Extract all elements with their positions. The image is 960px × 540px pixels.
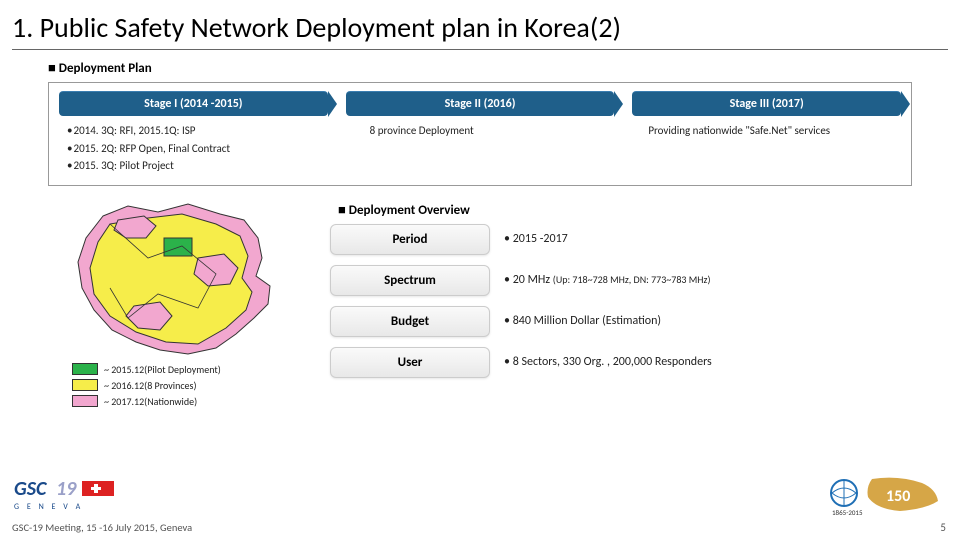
map-legend: ~ 2015.12(Pilot Deployment) ~ 2016.12(8 … xyxy=(48,358,318,408)
korea-map xyxy=(48,198,318,358)
itu-logo-svg: 1865-2015 150 xyxy=(826,475,946,517)
gsc-sub: G E N E V A xyxy=(14,502,83,511)
deployment-plan-label: ■ Deployment Plan xyxy=(0,58,960,82)
stage-2-header: Stage II (2016) xyxy=(346,91,615,116)
stage-1-header: Stage I (2014 -2015) xyxy=(59,91,328,116)
legend-row-nation: ~ 2017.12(Nationwide) xyxy=(72,395,318,408)
overview-key: Budget xyxy=(330,306,490,337)
stage-1-bullet: • 2015. 3Q: Pilot Project xyxy=(63,157,324,175)
stage-1-body: • 2014. 3Q: RFI, 2015.1Q: ISP • 2015. 2Q… xyxy=(59,116,328,175)
stage-3-header: Stage III (2017) xyxy=(632,91,901,116)
overview-key: Spectrum xyxy=(330,265,490,296)
overview-val: • 20 MHz (Up: 718~728 MHz, DN: 773~783 M… xyxy=(504,273,711,287)
itu-years: 1865-2015 xyxy=(832,508,863,517)
legend-row-prov: ~ 2016.12(8 Provinces) xyxy=(72,379,318,392)
stage-3: Stage III (2017) Providing nationwide "S… xyxy=(632,91,901,175)
stage-2: Stage II (2016) 8 province Deployment xyxy=(346,91,615,175)
page-number: 5 xyxy=(940,521,946,534)
footer-text: GSC-19 Meeting, 15 -16 July 2015, Geneva xyxy=(12,521,192,534)
legend-label: ~ 2017.12(Nationwide) xyxy=(104,395,197,408)
legend-swatch xyxy=(72,379,98,391)
overview-key: Period xyxy=(330,224,490,255)
legend-swatch xyxy=(72,363,98,375)
overview-val-text: 840 Million Dollar (Estimation) xyxy=(513,314,661,328)
itu-badge: 150 xyxy=(886,487,910,506)
stage-2-text: 8 province Deployment xyxy=(350,122,611,140)
legend-row-pilot: ~ 2015.12(Pilot Deployment) xyxy=(72,363,318,376)
overview-val-text: 20 MHz xyxy=(513,273,553,287)
page-title: 1. Public Safety Network Deployment plan… xyxy=(0,0,960,49)
stage-1-bullet: • 2015. 2Q: RFP Open, Final Contract xyxy=(63,140,324,158)
map-column: ~ 2015.12(Pilot Deployment) ~ 2016.12(8 … xyxy=(48,198,318,411)
stage-1-bullet-text: 2015. 2Q: RFP Open, Final Contract xyxy=(74,142,231,155)
stages-row: Stage I (2014 -2015) • 2014. 3Q: RFI, 20… xyxy=(59,91,901,175)
legend-label: ~ 2016.12(8 Provinces) xyxy=(104,379,196,392)
lower-row: ~ 2015.12(Pilot Deployment) ~ 2016.12(8 … xyxy=(0,194,960,411)
overview-column: ■ Deployment Overview Period • 2015 -201… xyxy=(330,198,912,411)
overview-row-spectrum: Spectrum • 20 MHz (Up: 718~728 MHz, DN: … xyxy=(330,265,912,296)
stage-1-bullet-text: 2014. 3Q: RFI, 2015.1Q: ISP xyxy=(74,124,196,137)
overview-val-sub: (Up: 718~728 MHz, DN: 773~783 MHz) xyxy=(553,273,711,286)
overview-row-period: Period • 2015 -2017 xyxy=(330,224,912,255)
overview-val: • 840 Million Dollar (Estimation) xyxy=(504,314,661,328)
gsc-logo: GSC 19 G E N E V A xyxy=(14,477,124,516)
korea-map-svg xyxy=(48,198,318,358)
deployment-plan-box: Stage I (2014 -2015) • 2014. 3Q: RFI, 20… xyxy=(48,82,912,186)
stage-3-text: Providing nationwide "Safe.Net" services xyxy=(636,122,897,140)
gsc-text1: GSC xyxy=(14,477,48,501)
overview-val: • 8 Sectors, 330 Org. , 200,000 Responde… xyxy=(504,355,712,369)
stage-3-body: Providing nationwide "Safe.Net" services xyxy=(632,116,901,140)
overview-rows: Period • 2015 -2017 Spectrum • 20 MHz (U… xyxy=(330,224,912,378)
overview-val-text: 2015 -2017 xyxy=(513,232,568,246)
deployment-overview-label: ■ Deployment Overview xyxy=(330,202,912,224)
itu-logo: 1865-2015 150 xyxy=(826,475,946,522)
title-divider xyxy=(12,49,948,50)
overview-val: • 2015 -2017 xyxy=(504,232,568,246)
legend-swatch xyxy=(72,395,98,407)
gsc-logo-svg: GSC 19 G E N E V A xyxy=(14,477,124,511)
stage-1-bullet-text: 2015. 3Q: Pilot Project xyxy=(74,159,174,172)
overview-key: User xyxy=(330,347,490,378)
stage-2-body: 8 province Deployment xyxy=(346,116,615,140)
overview-row-user: User • 8 Sectors, 330 Org. , 200,000 Res… xyxy=(330,347,912,378)
legend-label: ~ 2015.12(Pilot Deployment) xyxy=(104,363,221,376)
swiss-cross-h xyxy=(91,487,101,490)
stage-1: Stage I (2014 -2015) • 2014. 3Q: RFI, 20… xyxy=(59,91,328,175)
overview-val-text: 8 Sectors, 330 Org. , 200,000 Responders xyxy=(513,355,712,369)
stage-1-bullet: • 2014. 3Q: RFI, 2015.1Q: ISP xyxy=(63,122,324,140)
overview-row-budget: Budget • 840 Million Dollar (Estimation) xyxy=(330,306,912,337)
gsc-text2: 19 xyxy=(56,477,77,501)
